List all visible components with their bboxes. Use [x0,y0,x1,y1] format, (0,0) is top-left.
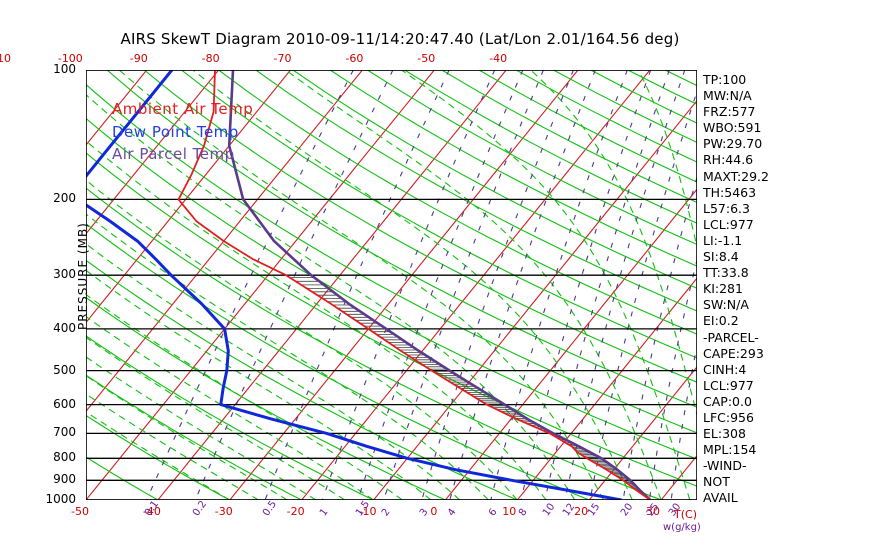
mixing-ratio-tick: 0.5 [261,498,280,519]
parameter-item: PW:29.70 [703,136,763,152]
moist-adiabat-lines [86,70,697,500]
top-temp-tick: -50 [417,52,436,65]
pressure-tick: 900 [53,472,76,487]
mixing-ratio-tick: 4 [445,506,459,519]
mixing-ratio-tick: 1 [318,506,331,519]
legend-ambient-air-temp: Ambient Air Temp [112,100,254,118]
mixing-ratio-tick: 3 [417,506,431,519]
mixing-ratio-tick: 6 [486,506,500,519]
top-temp-tick: -80 [201,52,220,65]
bottom-temp-tick: 0 [430,505,438,518]
parameter-item: LCL:977 [703,216,754,232]
parameter-panel: TP:100 MW:N/A FRZ:577 WBO:591 PW:29.70 RH:44.… [703,72,863,507]
mixing-ratio-tick: 10 [540,501,558,519]
top-temp-tick: -70 [273,52,292,65]
pressure-tick: 400 [53,320,76,335]
mixing-ratio-tick: 8 [516,506,530,519]
parameter-item: RH:44.6 [703,152,754,168]
pressure-tick: 1000 [45,492,76,506]
pressure-tick: 100 [53,62,76,76]
pressure-tick: 500 [53,362,76,377]
parameter-item: LI:-1.1 [703,232,743,248]
skewt-canvas [86,70,697,500]
pressure-tick: 300 [53,267,76,282]
bottom-temp-tick: -20 [286,505,305,518]
page-title: AIRS SkewT Diagram 2010-09-11/14:20:47.4… [120,30,680,48]
bottom-temp-tick: 10 [502,505,517,518]
pressure-axis-title: PRESSURE (MB) [76,222,90,330]
parameter-item: KI:281 [703,281,743,297]
parameter-item: FRZ:577 [703,104,756,120]
plot-area [86,70,697,500]
mixing-ratio-tick: 15 [586,501,603,519]
parameter-item: MW:N/A [703,88,752,104]
pressure-tick: 200 [53,191,76,206]
top-temp-tick: -60 [345,52,364,65]
top-temp-tick: -40 [489,52,508,65]
parameter-item: CAP:0.0 [703,393,752,409]
parameter-item: LFC:956 [703,409,754,425]
parameter-item: TP:100 [703,72,747,87]
parameter-item: LCL:977 [703,377,754,393]
parameter-item: -WIND- [703,458,747,474]
pressure-tick: 700 [53,425,76,440]
parameter-item: SW:N/A [703,297,749,313]
parameter-item: TH:5463 [703,184,757,200]
isobar-lines [86,70,697,500]
parameter-item: L57:6.3 [703,200,750,216]
legend-dew-point-temp: Dew Point Temp [112,123,239,141]
mixing-ratio-axis-label: w(g/kg) [663,522,701,533]
bottom-temp-tick: -50 [71,505,89,518]
top-temp-tick: -100 [57,52,83,65]
mixing-ratio-tick: 0.2 [191,498,210,519]
bottom-temp-tick: -40 [142,505,161,518]
cape-hatching [289,277,649,500]
top-temp-tick: -90 [129,52,148,65]
parameter-item: EL:308 [703,426,746,442]
bottom-temp-tick: 30 [646,505,661,518]
bottom-temp-tick: 20 [574,505,589,518]
pressure-tick: 600 [53,396,76,411]
top-temp-tick: -110 [0,52,11,65]
parameter-item: TT:33.8 [703,265,749,281]
mixing-ratio-tick: 20 [619,501,636,519]
parameter-item: MPL:154 [703,442,757,458]
parameter-item: NOT [703,474,730,490]
parameter-item: AVAIL [703,490,738,506]
legend-air-parcel-temp: Air Parcel Temp [112,145,235,163]
bottom-temp-tick: -30 [214,505,233,518]
temperature-axis-label: T(C) [674,508,697,521]
pressure-tick: 800 [53,450,76,465]
mixing-ratio-tick: 2 [379,506,393,519]
parameter-item: CAPE:293 [703,345,764,361]
parameter-item: -PARCEL- [703,329,759,345]
sounding-traces [86,70,652,500]
parameter-item: EI:0.2 [703,313,739,329]
parameter-item: SI:8.4 [703,249,739,265]
parameter-item: MAXT:29.2 [703,168,769,184]
parameter-item: WBO:591 [703,120,762,136]
parameter-item: CINH:4 [703,361,747,377]
bottom-temp-tick: -10 [358,505,377,518]
